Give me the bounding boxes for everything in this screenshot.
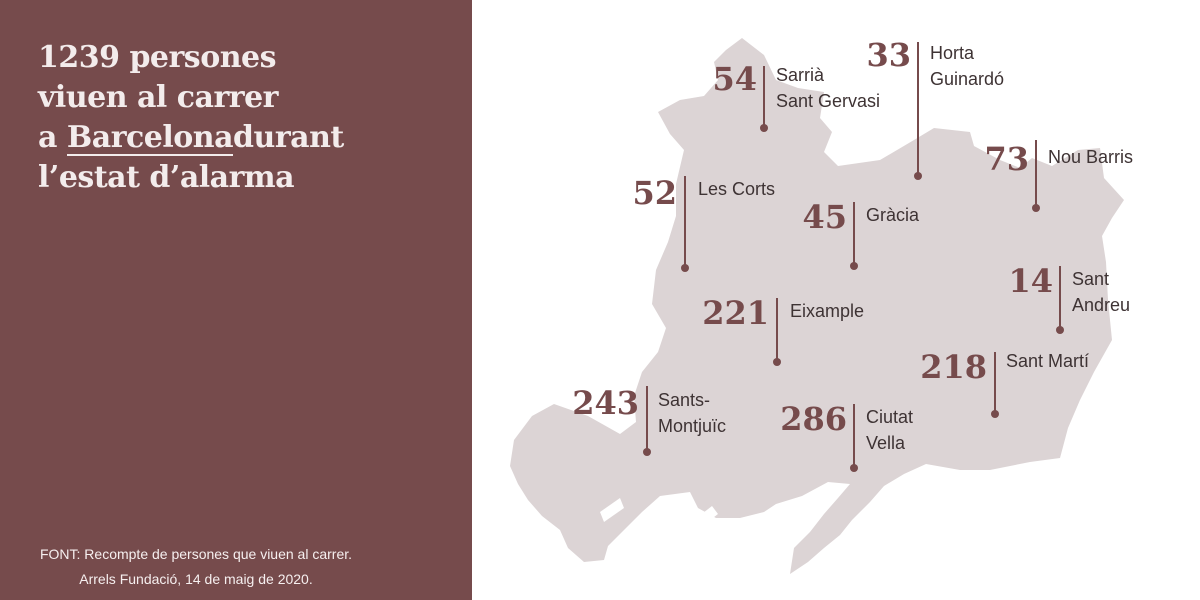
district-count: 73 [984, 140, 1029, 178]
city-shape [510, 38, 1124, 574]
title-city: Barcelona [66, 118, 234, 158]
district-name-line: Gràcia [866, 205, 920, 225]
district-name-line: Guinardó [930, 69, 1005, 89]
source-line-2: Arrels Fundació, 14 de maig de 2020. [79, 571, 313, 587]
location-marker [850, 262, 858, 270]
district-labels: 54 Sarrià Sant Gervasi 33 Horta Guinardó… [472, 0, 1200, 600]
leader-line [1059, 266, 1061, 330]
district-name-line: Les Corts [698, 179, 776, 199]
title-line-4: l’estat d’alarma [38, 160, 295, 195]
district-name-line: Sants- [658, 390, 711, 410]
district-name-line: Andreu [1072, 295, 1131, 315]
district-name-line: Ciutat [866, 407, 914, 427]
district-count: 33 [866, 36, 911, 74]
source-note: FONT: Recompte de persones que viuen al … [0, 542, 392, 592]
district-name-line: Horta [930, 43, 975, 63]
district-name: Ciutat Vella [866, 404, 913, 456]
district-horta: 33 Horta Guinardó [472, 0, 1004, 180]
district-count: 45 [802, 198, 847, 236]
district-name: Sarrià Sant Gervasi [776, 62, 880, 114]
leader-line [1035, 140, 1037, 208]
location-marker [1032, 204, 1040, 212]
district-count: 52 [632, 174, 677, 212]
location-marker [643, 448, 651, 456]
location-marker [773, 358, 781, 366]
district-name-line: Sant Martí [1006, 351, 1090, 371]
district-count: 286 [780, 400, 847, 438]
district-santandreu: 14 Sant Andreu [472, 0, 1130, 334]
district-name-line: Sarrià [776, 65, 825, 85]
city-underline [66, 154, 234, 156]
map-area: 54 Sarrià Sant Gervasi 33 Horta Guinardó… [472, 0, 1200, 600]
district-name: Nou Barris [1048, 144, 1133, 170]
leader-line [917, 42, 919, 176]
district-name: Sant Andreu [1072, 266, 1130, 318]
leader-line [776, 298, 778, 362]
district-name-line: Nou Barris [1048, 147, 1134, 167]
district-sarria: 54 Sarrià Sant Gervasi [472, 0, 880, 132]
title-line-1: 1239 persones [38, 40, 276, 75]
leader-line [994, 352, 996, 414]
title-line-2: viuen al carrer [38, 80, 278, 115]
title-suffix: durant [233, 120, 344, 155]
district-sants: 243 Sants- Montjuïc [472, 0, 726, 456]
district-name-line: Montjuïc [658, 416, 727, 436]
leader-line [763, 66, 765, 126]
location-marker [760, 124, 768, 132]
district-gracia: 45 Gràcia [472, 0, 919, 270]
port-pier [600, 498, 624, 522]
barcelona-map [510, 38, 1124, 574]
district-name: Gràcia [866, 202, 919, 228]
district-count: 54 [712, 60, 757, 98]
district-name: Sant Martí [1006, 348, 1089, 374]
page-title: 1239 persones viuen al carrer a Barcelon… [38, 38, 344, 198]
district-count: 218 [920, 348, 987, 386]
district-name: Sants- Montjuïc [658, 387, 726, 439]
district-name: Eixample [790, 298, 864, 324]
district-lescorts: 52 Les Corts [472, 0, 775, 272]
district-name-line: Sant Gervasi [776, 91, 881, 111]
title-line-3: a Barcelona durant [38, 118, 344, 158]
district-santmarti: 218 Sant Martí [472, 0, 1089, 418]
district-noubarris: 73 Nou Barris [472, 0, 1133, 212]
district-eixample: 221 Eixample [472, 0, 864, 366]
district-name: Les Corts [698, 176, 775, 202]
leader-line [684, 176, 686, 268]
location-marker [681, 264, 689, 272]
leader-line [646, 386, 648, 452]
leader-line [853, 404, 855, 468]
title-city-text: Barcelona [66, 120, 234, 155]
district-count: 221 [702, 294, 769, 332]
location-marker [991, 410, 999, 418]
leader-line [853, 202, 855, 266]
port-dock [694, 506, 718, 528]
district-count: 243 [572, 384, 639, 422]
location-marker [914, 172, 922, 180]
district-name-line: Eixample [790, 301, 865, 321]
district-count: 14 [1008, 262, 1053, 300]
district-name-line: Vella [866, 433, 906, 453]
district-ciutatvella: 286 Ciutat Vella [472, 0, 913, 472]
source-line-1: FONT: Recompte de persones que viuen al … [39, 546, 353, 562]
district-name-line: Sant [1072, 269, 1110, 289]
location-marker [1056, 326, 1064, 334]
info-panel: 1239 persones viuen al carrer a Barcelon… [0, 0, 472, 600]
location-marker [850, 464, 858, 472]
title-prefix: a [38, 120, 57, 155]
district-name: Horta Guinardó [930, 40, 1004, 92]
